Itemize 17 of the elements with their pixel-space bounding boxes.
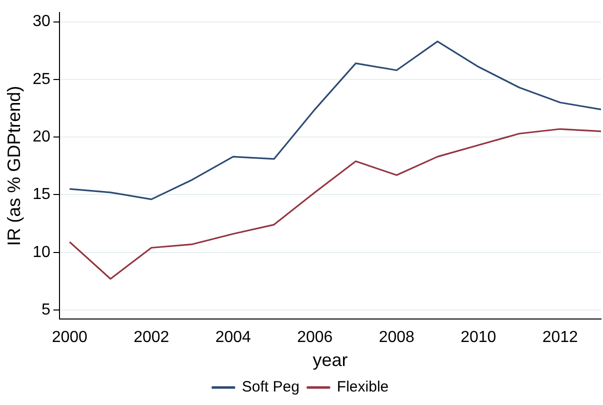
legend-label: Soft Peg: [242, 378, 300, 396]
y-tick-label: 10: [32, 244, 50, 261]
y-tick-label: 5: [41, 301, 50, 318]
y-axis-title: IR (as % GDPtrend): [4, 86, 24, 246]
x-tick-label: 2000: [52, 329, 88, 346]
x-tick-label: 2002: [134, 329, 170, 346]
x-tick-label: 2004: [215, 329, 252, 346]
y-tick-label: 25: [32, 70, 50, 88]
legend-label: Flexible: [336, 378, 389, 396]
x-tick-label: 2010: [460, 329, 496, 346]
x-axis-title: year: [312, 350, 348, 370]
y-tick-label: 30: [32, 13, 50, 30]
x-tick-label: 2008: [378, 329, 415, 346]
x-tick-label: 2006: [297, 329, 333, 346]
x-tick-label: 2012: [542, 329, 578, 346]
y-tick-label: 20: [32, 128, 50, 146]
y-tick-label: 15: [32, 186, 50, 204]
